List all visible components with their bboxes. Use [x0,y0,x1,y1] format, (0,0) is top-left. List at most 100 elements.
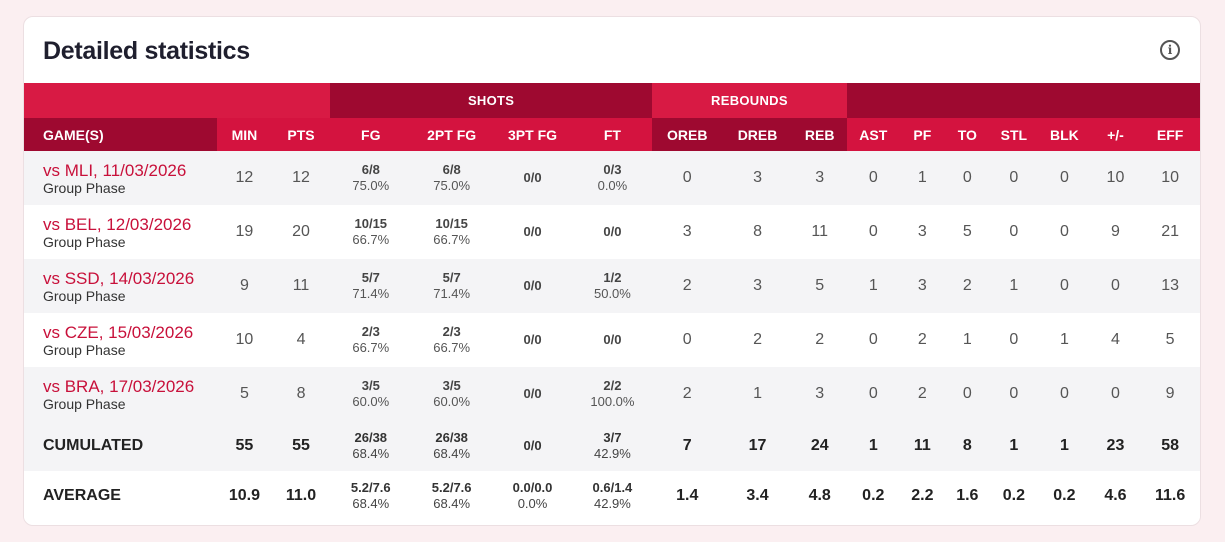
col-header-eff[interactable]: EFF [1140,118,1200,151]
fg2-cell: 10/15 66.7% [411,205,493,259]
fg3-made-attempted: 0/0 [523,386,542,401]
plus-minus-cell: 0 [1090,259,1141,313]
blk-cell: 1 [1038,313,1091,367]
col-header-pts[interactable]: PTS [271,118,331,151]
card-title: Detailed statistics [43,37,250,65]
stl-cell: 0 [989,151,1039,205]
game-link[interactable]: vs BEL, 12/03/2026 [43,214,192,234]
fg2-made-attempted: 10/15 [435,216,468,231]
col-header-dreb[interactable]: DREB [722,118,793,151]
plus-minus-cell: 9 [1090,205,1141,259]
col-header-plus-minus[interactable]: +/- [1090,118,1141,151]
ft-made-attempted: 0/0 [603,224,622,239]
ft-percent: 100.0% [590,394,635,409]
col-header-pf[interactable]: PF [899,118,946,151]
fg2-percent: 71.4% [433,286,471,301]
oreb-cell: 3 [651,205,723,259]
col-header-reb[interactable]: REB [792,118,848,151]
col-header-ast[interactable]: AST [847,118,900,151]
pts-cell: 11 [271,259,331,313]
fg-made-attempted: 10/15 [354,216,388,231]
pf-cell: 2.2 [899,471,946,521]
fg-cell: 5.2/7.6 68.4% [330,471,412,521]
average-label: AVERAGE [24,471,218,521]
ft-cell: 3/7 42.9% [572,421,652,471]
fg-percent: 71.4% [352,286,390,301]
fg-percent: 60.0% [352,394,390,409]
fg3-cell: 0/0 [492,367,573,421]
table-row: vs BRA, 17/03/2026 Group Phase 5 8 3/5 60… [24,367,1200,421]
fg-cell: 10/15 66.7% [330,205,412,259]
ast-cell: 0 [847,151,900,205]
game-cell: vs CZE, 15/03/2026 Group Phase [24,313,218,367]
to-cell: 2 [945,259,990,313]
fg2-percent: 66.7% [433,340,471,355]
stl-cell: 0.2 [989,471,1039,521]
stl-cell: 0 [989,313,1039,367]
fg2-cell: 5/7 71.4% [411,259,493,313]
fg3-cell: 0.0/0.0 0.0% [492,471,573,521]
game-cell: vs MLI, 11/03/2026 Group Phase [24,151,218,205]
col-header-min[interactable]: MIN [217,118,272,151]
fg-cell: 3/5 60.0% [330,367,412,421]
game-link[interactable]: vs CZE, 15/03/2026 [43,322,194,342]
eff-cell: 21 [1140,205,1200,259]
fg2-percent: 75.0% [433,178,471,193]
fg3-made-attempted: 0.0/0.0 [512,480,553,495]
pts-cell: 12 [271,151,331,205]
blk-cell: 0 [1038,259,1091,313]
oreb-cell: 7 [651,421,723,471]
oreb-cell: 0 [651,313,723,367]
min-cell: 10 [217,313,272,367]
pf-cell: 3 [899,259,946,313]
game-phase: Group Phase [43,287,126,304]
group-header-blank-right [847,83,1200,118]
fg2-made-attempted: 5/7 [442,270,461,285]
fg3-made-attempted: 0/0 [523,224,542,239]
col-header-blk[interactable]: BLK [1038,118,1091,151]
to-cell: 8 [945,421,990,471]
fg3-cell: 0/0 [492,313,573,367]
dreb-cell: 2 [722,313,793,367]
fg2-made-attempted: 2/3 [442,324,461,339]
col-header-oreb[interactable]: OREB [651,118,723,151]
ft-made-attempted: 0/3 [603,162,622,177]
col-header-fg[interactable]: FG [330,118,412,151]
fg3-cell: 0/0 [492,205,573,259]
ft-made-attempted: 0.6/1.4 [592,480,633,495]
ast-cell: 1 [847,421,900,471]
fg2-made-attempted: 3/5 [442,378,461,393]
col-header-ft[interactable]: FT [572,118,652,151]
stats-table: SHOTS REBOUNDS GAME(S) MIN PTS FG 2PT FG… [24,83,1200,521]
min-cell: 10.9 [217,471,272,521]
group-header-row: SHOTS REBOUNDS [24,83,1200,118]
pts-cell: 55 [271,421,331,471]
fg2-cell: 2/3 66.7% [411,313,493,367]
col-header-stl[interactable]: STL [989,118,1039,151]
stl-cell: 0 [989,205,1039,259]
game-link[interactable]: vs BRA, 17/03/2026 [43,376,195,396]
game-link[interactable]: vs MLI, 11/03/2026 [43,160,187,180]
reb-cell: 3 [792,367,848,421]
info-icon[interactable]: i [1160,40,1180,60]
col-header-to[interactable]: TO [945,118,990,151]
table-row: vs MLI, 11/03/2026 Group Phase 12 12 6/8… [24,151,1200,205]
col-header-games[interactable]: GAME(S) [24,118,218,151]
col-header-3pt-fg[interactable]: 3PT FG [492,118,573,151]
fg-cell: 2/3 66.7% [330,313,412,367]
to-cell: 1 [945,313,990,367]
min-cell: 55 [217,421,272,471]
eff-cell: 11.6 [1140,471,1200,521]
to-cell: 0 [945,367,990,421]
dreb-cell: 8 [722,205,793,259]
pts-cell: 4 [271,313,331,367]
group-header-rebounds: REBOUNDS [651,83,848,118]
pf-cell: 3 [899,205,946,259]
reb-cell: 11 [792,205,848,259]
col-header-2pt-fg[interactable]: 2PT FG [411,118,493,151]
fg3-made-attempted: 0/0 [523,332,542,347]
fg2-made-attempted: 26/38 [435,430,468,445]
ft-made-attempted: 3/7 [603,430,622,445]
game-link[interactable]: vs SSD, 14/03/2026 [43,268,195,288]
game-cell: vs BEL, 12/03/2026 Group Phase [24,205,218,259]
